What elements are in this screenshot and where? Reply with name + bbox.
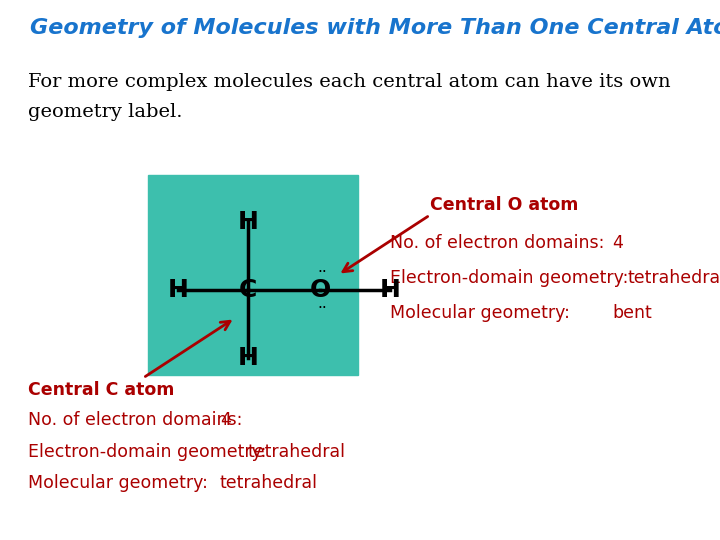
Text: Electron-domain geometry:: Electron-domain geometry:	[390, 269, 629, 287]
Text: 4: 4	[612, 234, 623, 252]
Text: Central C atom: Central C atom	[28, 381, 174, 399]
Text: Central O atom: Central O atom	[430, 196, 578, 214]
Text: Molecular geometry:: Molecular geometry:	[28, 474, 208, 492]
Text: bent: bent	[612, 304, 652, 322]
Text: tetrahedral: tetrahedral	[220, 474, 318, 492]
Text: ··: ··	[317, 265, 327, 280]
Text: Electron-domain geometry:: Electron-domain geometry:	[28, 443, 266, 461]
Text: H: H	[238, 346, 258, 370]
Text: C: C	[239, 278, 257, 302]
Text: ··: ··	[317, 300, 327, 315]
Text: tetrahedral: tetrahedral	[248, 443, 346, 461]
Text: tetrahedral: tetrahedral	[628, 269, 720, 287]
Text: Molecular geometry:: Molecular geometry:	[390, 304, 570, 322]
Text: No. of electron domains:: No. of electron domains:	[390, 234, 604, 252]
Text: H: H	[238, 210, 258, 234]
Text: geometry label.: geometry label.	[28, 103, 182, 121]
Text: 4: 4	[220, 411, 231, 429]
Text: Geometry of Molecules with More Than One Central Atom: Geometry of Molecules with More Than One…	[30, 18, 720, 38]
Text: No. of electron domains:: No. of electron domains:	[28, 411, 243, 429]
Text: For more complex molecules each central atom can have its own: For more complex molecules each central …	[28, 73, 670, 91]
Text: O: O	[310, 278, 330, 302]
Text: H: H	[168, 278, 189, 302]
Text: H: H	[379, 278, 400, 302]
Bar	[148, 175, 358, 375]
